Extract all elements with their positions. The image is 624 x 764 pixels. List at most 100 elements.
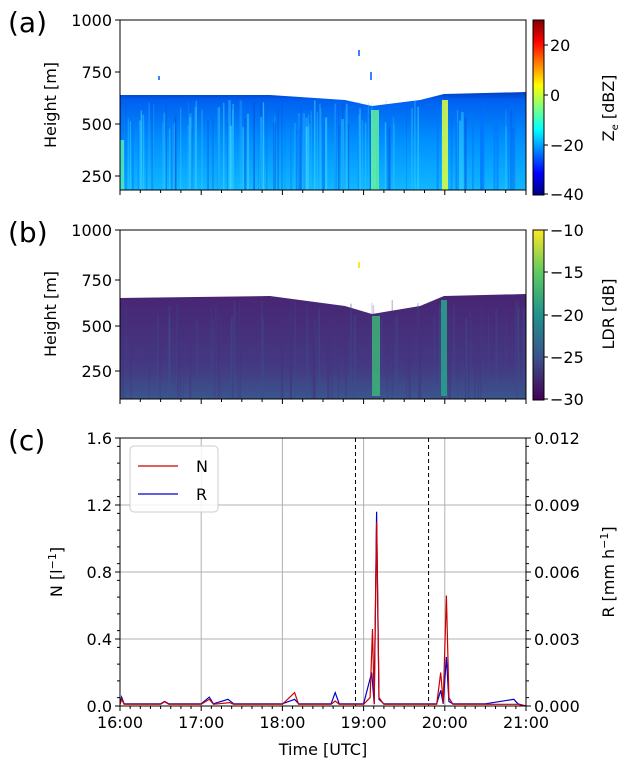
heatmap-streak bbox=[306, 304, 308, 399]
heatmap-streak bbox=[386, 114, 388, 190]
heatmap-streak bbox=[246, 113, 250, 190]
heatmap-streak bbox=[417, 303, 419, 399]
heatmap-streak bbox=[284, 111, 286, 190]
heatmap-streak bbox=[345, 109, 346, 190]
panel-a-feature-2002 bbox=[442, 100, 448, 190]
heatmap-streak bbox=[391, 300, 393, 399]
heatmap-streak bbox=[477, 312, 479, 399]
heatmap-streak bbox=[189, 117, 192, 190]
heatmap-streak bbox=[357, 102, 360, 190]
panel-b-yticks: 1000 750 500 250 bbox=[71, 221, 120, 381]
heatmap-streak bbox=[418, 309, 422, 399]
heatmap-streak bbox=[294, 301, 296, 399]
heatmap-streak bbox=[456, 122, 460, 190]
heatmap-streak bbox=[464, 300, 466, 399]
heatmap-streak bbox=[137, 129, 140, 190]
heatmap-streak bbox=[163, 112, 166, 190]
heatmap-streak bbox=[386, 317, 389, 399]
heatmap-streak bbox=[510, 110, 513, 190]
heatmap-streak bbox=[239, 304, 241, 399]
panel-c-legend-box bbox=[129, 445, 219, 513]
heatmap-streak bbox=[314, 316, 316, 399]
panel-a-speck-3 bbox=[370, 72, 372, 80]
heatmap-streak bbox=[327, 308, 330, 399]
heatmap-streak bbox=[516, 319, 518, 399]
panel-a-ytick: 500 bbox=[81, 115, 120, 134]
heatmap-streak bbox=[217, 107, 221, 190]
heatmap-streak bbox=[408, 313, 410, 399]
heatmap-streak bbox=[364, 122, 367, 190]
heatmap-streak bbox=[289, 310, 291, 399]
heatmap-streak bbox=[433, 314, 436, 399]
heatmap-streak bbox=[509, 101, 512, 190]
panel-c-series bbox=[120, 511, 526, 706]
heatmap-streak bbox=[406, 310, 407, 399]
heatmap-streak bbox=[242, 127, 244, 190]
heatmap-streak bbox=[371, 302, 373, 399]
y-tick-label-left: 1.2 bbox=[87, 496, 112, 515]
heatmap-streak bbox=[487, 316, 489, 399]
heatmap-streak bbox=[394, 318, 396, 399]
x-tick-label: 16:00 bbox=[97, 713, 143, 732]
heatmap-streak bbox=[277, 109, 279, 190]
panel-b-ytick: 500 bbox=[81, 317, 120, 336]
heatmap-streak bbox=[124, 306, 127, 399]
heatmap-streak bbox=[201, 109, 203, 190]
heatmap-streak bbox=[170, 126, 173, 190]
panel-b-cbar-tick-label: −30 bbox=[550, 390, 584, 409]
heatmap-streak bbox=[393, 123, 395, 190]
panel-a: (a) Height [m] 1000 750 500 250 20 0 −20… bbox=[8, 6, 621, 204]
heatmap-streak bbox=[320, 108, 322, 190]
panel-b: (b) Height [m] 1000 750 500 250 −10 −15 … bbox=[8, 216, 618, 409]
heatmap-streak bbox=[314, 100, 316, 190]
heatmap-streak bbox=[254, 101, 255, 190]
panel-b-cbar-tick-label: −15 bbox=[550, 263, 584, 282]
heatmap-streak bbox=[260, 116, 263, 190]
heatmap-streak bbox=[381, 318, 383, 399]
panel-a-ytick: 1000 bbox=[71, 11, 120, 30]
panel-a-ytick-label: 1000 bbox=[71, 11, 112, 30]
heatmap-streak bbox=[331, 304, 333, 399]
heatmap-streak bbox=[417, 318, 419, 399]
heatmap-streak bbox=[207, 120, 209, 190]
heatmap-streak bbox=[465, 317, 468, 399]
heatmap-streak bbox=[220, 315, 222, 399]
panel-b-colorbar-label: LDR [dB] bbox=[599, 278, 618, 349]
panel-b-ytick: 750 bbox=[81, 271, 120, 290]
heatmap-streak bbox=[194, 106, 197, 190]
heatmap-streak bbox=[517, 300, 519, 399]
heatmap-streak bbox=[261, 300, 263, 399]
panel-a-cbar-tick: −20 bbox=[544, 136, 584, 155]
heatmap-streak bbox=[314, 319, 317, 399]
y-tick-label-left: 0.8 bbox=[87, 563, 112, 582]
y-tick-label-right: 0.012 bbox=[534, 429, 580, 448]
heatmap-streak bbox=[459, 120, 462, 190]
heatmap-streak bbox=[395, 314, 399, 399]
x-tick-label: 17:00 bbox=[178, 713, 224, 732]
heatmap-streak bbox=[213, 310, 217, 399]
panel-b-label: (b) bbox=[8, 216, 48, 249]
heatmap-streak bbox=[180, 108, 182, 190]
panel-b-cbar-tick: −20 bbox=[544, 306, 584, 325]
heatmap-streak bbox=[367, 102, 370, 190]
panel-b-feature-1912 bbox=[372, 316, 380, 396]
heatmap-streak bbox=[151, 102, 154, 190]
x-tick-label: 21:00 bbox=[503, 713, 549, 732]
panel-b-cbar-tick-label: −10 bbox=[550, 221, 584, 240]
heatmap-streak bbox=[262, 102, 265, 190]
heatmap-streak bbox=[310, 111, 312, 190]
panel-b-heatmap bbox=[120, 262, 526, 399]
panel-a-colorbar-bar bbox=[532, 19, 545, 196]
heatmap-streak bbox=[176, 305, 179, 399]
heatmap-streak bbox=[480, 107, 482, 190]
heatmap-streak bbox=[231, 318, 234, 399]
heatmap-streak bbox=[461, 112, 464, 190]
panel-c: (c) 16:00 17:00 18:00 19:00 20:00 21:00 1.6 0.0… bbox=[8, 424, 618, 759]
heatmap-streak bbox=[210, 307, 212, 399]
heatmap-streak bbox=[306, 126, 309, 190]
heatmap-streak bbox=[196, 319, 198, 399]
heatmap-streak bbox=[470, 311, 472, 399]
heatmap-streak bbox=[406, 103, 407, 190]
panel-a-speck-1 bbox=[158, 76, 160, 80]
heatmap-streak bbox=[295, 128, 298, 190]
